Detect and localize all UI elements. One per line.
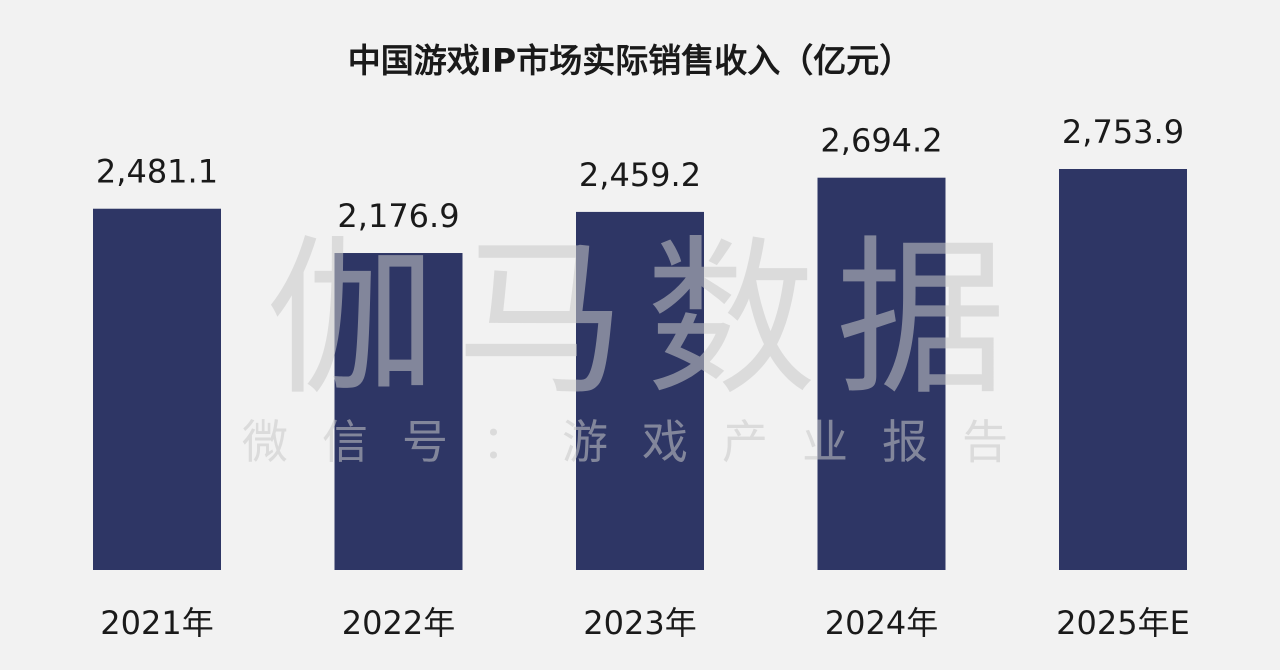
- chart-title: 中国游戏IP市场实际销售收入（亿元）: [348, 41, 912, 80]
- value-label-2: 2,176.9: [337, 197, 459, 235]
- value-label-4: 2,694.2: [820, 122, 942, 160]
- category-label-1: 2021年: [100, 604, 213, 642]
- bar-5: [1059, 169, 1187, 570]
- labels-layer: 2,481.1 2021年 2,176.9 2022年 2,459.2 2023年 2,69…: [96, 113, 1190, 642]
- bar-4: [817, 177, 946, 570]
- bar-1: [93, 208, 221, 570]
- category-label-4: 2024年: [825, 604, 938, 642]
- watermark: 伽马数据 微信号：游戏产业报告: [242, 221, 1042, 469]
- category-label-3: 2023年: [583, 604, 696, 642]
- bar-3: [576, 211, 704, 571]
- watermark-sub: 微信号：游戏产业报告: [242, 415, 1042, 469]
- value-label-3: 2,459.2: [579, 156, 701, 194]
- category-label-5: 2025年E: [1056, 604, 1190, 642]
- value-label-5: 2,753.9: [1062, 113, 1184, 151]
- value-label-1: 2,481.1: [96, 153, 218, 191]
- bar-2: [334, 253, 463, 570]
- category-label-2: 2022年: [342, 604, 455, 642]
- watermark-main: 伽马数据: [266, 221, 1026, 419]
- bars-layer: [93, 169, 1187, 571]
